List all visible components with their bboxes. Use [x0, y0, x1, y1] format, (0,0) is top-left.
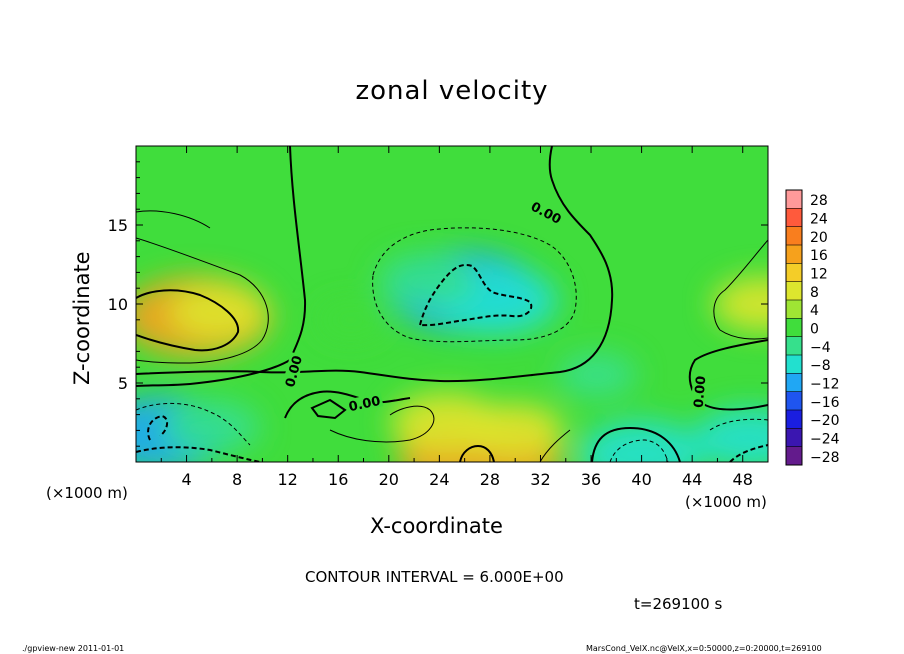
contour-warm-left: [136, 289, 240, 352]
contour-zero-right: [688, 339, 768, 411]
anomaly-blob-12: [712, 276, 768, 332]
colorbar-swatch: [786, 355, 802, 374]
contour-neg-bottom-left-3: [136, 402, 251, 446]
contour-thin-lower: [329, 405, 435, 443]
anomaly-blob-14: [557, 352, 637, 398]
colorbar-swatch: [786, 318, 802, 337]
colorbar-swatch: [786, 245, 802, 264]
y-axis: 5 10 15: [108, 161, 768, 447]
y-tick-label: 5: [118, 374, 128, 393]
colorbar-frame: [785, 189, 803, 466]
velocity-field: [136, 250, 768, 462]
contour-label: 0.00: [692, 375, 710, 408]
colorbar-swatch: [786, 190, 802, 209]
anomaly-blob-4: [377, 252, 476, 308]
x-tick-label: 28: [480, 470, 500, 489]
colorbar: 28 24 20 16 12 8 4 0 −4 −8 −12 −16 −20 −24 −28: [785, 189, 840, 466]
contour-thin-lower-right: [539, 429, 571, 462]
colorbar-label: −8: [810, 358, 831, 374]
anomaly-blob-13: [317, 300, 385, 340]
contour-thin-left: [136, 237, 269, 364]
x-tick-label: 8: [232, 470, 242, 489]
contour-neg-mid-right: [609, 439, 669, 462]
colorbar-label: 28: [810, 193, 828, 209]
contour-zero-bottom-right: [591, 426, 681, 462]
contour-thin-right: [713, 239, 768, 340]
colorbar-swatch: [786, 208, 802, 227]
colorbar-label: 16: [810, 248, 828, 264]
y-tick-label: 10: [108, 295, 128, 314]
colorbar-label: 20: [810, 230, 828, 246]
colorbar-swatch: [786, 391, 802, 410]
x-tick-label: 48: [733, 470, 753, 489]
colorbar-swatch: [786, 428, 802, 447]
x-tick-label: 12: [278, 470, 298, 489]
colorbar-label: −20: [810, 413, 840, 429]
x-tick-label: 36: [581, 470, 601, 489]
anomaly-blob-11: [693, 407, 768, 462]
contour-neg-bottom-right: [729, 444, 768, 462]
contour-interval-note: CONTOUR INTERVAL = 6.000E+00: [305, 568, 564, 586]
contour-warm-bottom: [459, 444, 495, 462]
contour-label-bg: [345, 392, 384, 414]
colorbar-swatch: [786, 446, 802, 465]
colorbar-label: −4: [810, 340, 831, 356]
x-unit-label-right: (×1000 m): [685, 493, 767, 511]
contour-zero-lower: [284, 390, 411, 419]
x-tick-label: 40: [631, 470, 651, 489]
anomaly-blob-6: [162, 399, 262, 455]
contour-neg-bottom-left: [136, 446, 261, 462]
y-tick-label: 15: [108, 216, 128, 235]
x-tick-label: 16: [328, 470, 348, 489]
colorbar-swatch: [786, 263, 802, 282]
contour-label-bg: [527, 197, 566, 227]
x-tick-label: 32: [530, 470, 550, 489]
colorbar-label: 8: [810, 285, 819, 301]
colorbar-swatch: [786, 373, 802, 392]
anomaly-blob-1: [168, 284, 268, 340]
chart-title: zonal velocity: [355, 76, 549, 106]
colorbar-label: 0: [810, 322, 819, 338]
footer-right: MarsCond_VelX.nc@VelX,x=0:50000,z=0:2000…: [586, 644, 822, 653]
colorbar-swatch: [786, 281, 802, 300]
contour-neg-outer: [372, 227, 577, 343]
x-tick-label: 24: [429, 470, 449, 489]
contour-lines: [136, 146, 768, 462]
x-axis: 4 8 12 16 20 24 28 32 36 40 44 48: [160, 146, 753, 489]
contour-zero-box: [310, 398, 347, 420]
colorbar-label: 4: [810, 303, 819, 319]
colorbar-swatch: [786, 300, 802, 319]
contour-label: 0.00: [347, 394, 381, 415]
contour-neg-inner: [418, 264, 533, 327]
y-axis-label: Z-coordinate: [70, 251, 94, 385]
x-axis-label: X-coordinate: [370, 514, 503, 538]
colorbar-label: −12: [810, 377, 840, 393]
footer-left: ./gpview-new 2011-01-01: [22, 644, 125, 653]
contour-label-bg: [281, 352, 305, 391]
contour-neg-bottom-right-2: [709, 418, 768, 431]
x-tick-label: 20: [379, 470, 399, 489]
colorbar-label: 12: [810, 267, 828, 283]
contour-zero-middle: [136, 146, 614, 383]
colorbar-swatch: [786, 410, 802, 429]
colorbar-label: −16: [810, 395, 840, 411]
x-tick-label: 44: [682, 470, 702, 489]
colorbar-label: −24: [810, 432, 840, 448]
colorbar-label: 24: [810, 212, 828, 228]
x-unit-label-left: (×1000 m): [46, 484, 128, 502]
contour-thin-topleft: [136, 210, 211, 229]
colorbar-swatch: [786, 336, 802, 355]
colorbar-swatch: [786, 226, 802, 245]
time-stamp: t=269100 s: [634, 595, 723, 613]
colorbar-label: −28: [810, 450, 840, 466]
x-tick-label: 4: [181, 470, 191, 489]
contour-neg-bottom-left-2: [147, 414, 168, 441]
contour-label-bg: [690, 373, 708, 411]
anomaly-blob-9: [466, 402, 565, 458]
